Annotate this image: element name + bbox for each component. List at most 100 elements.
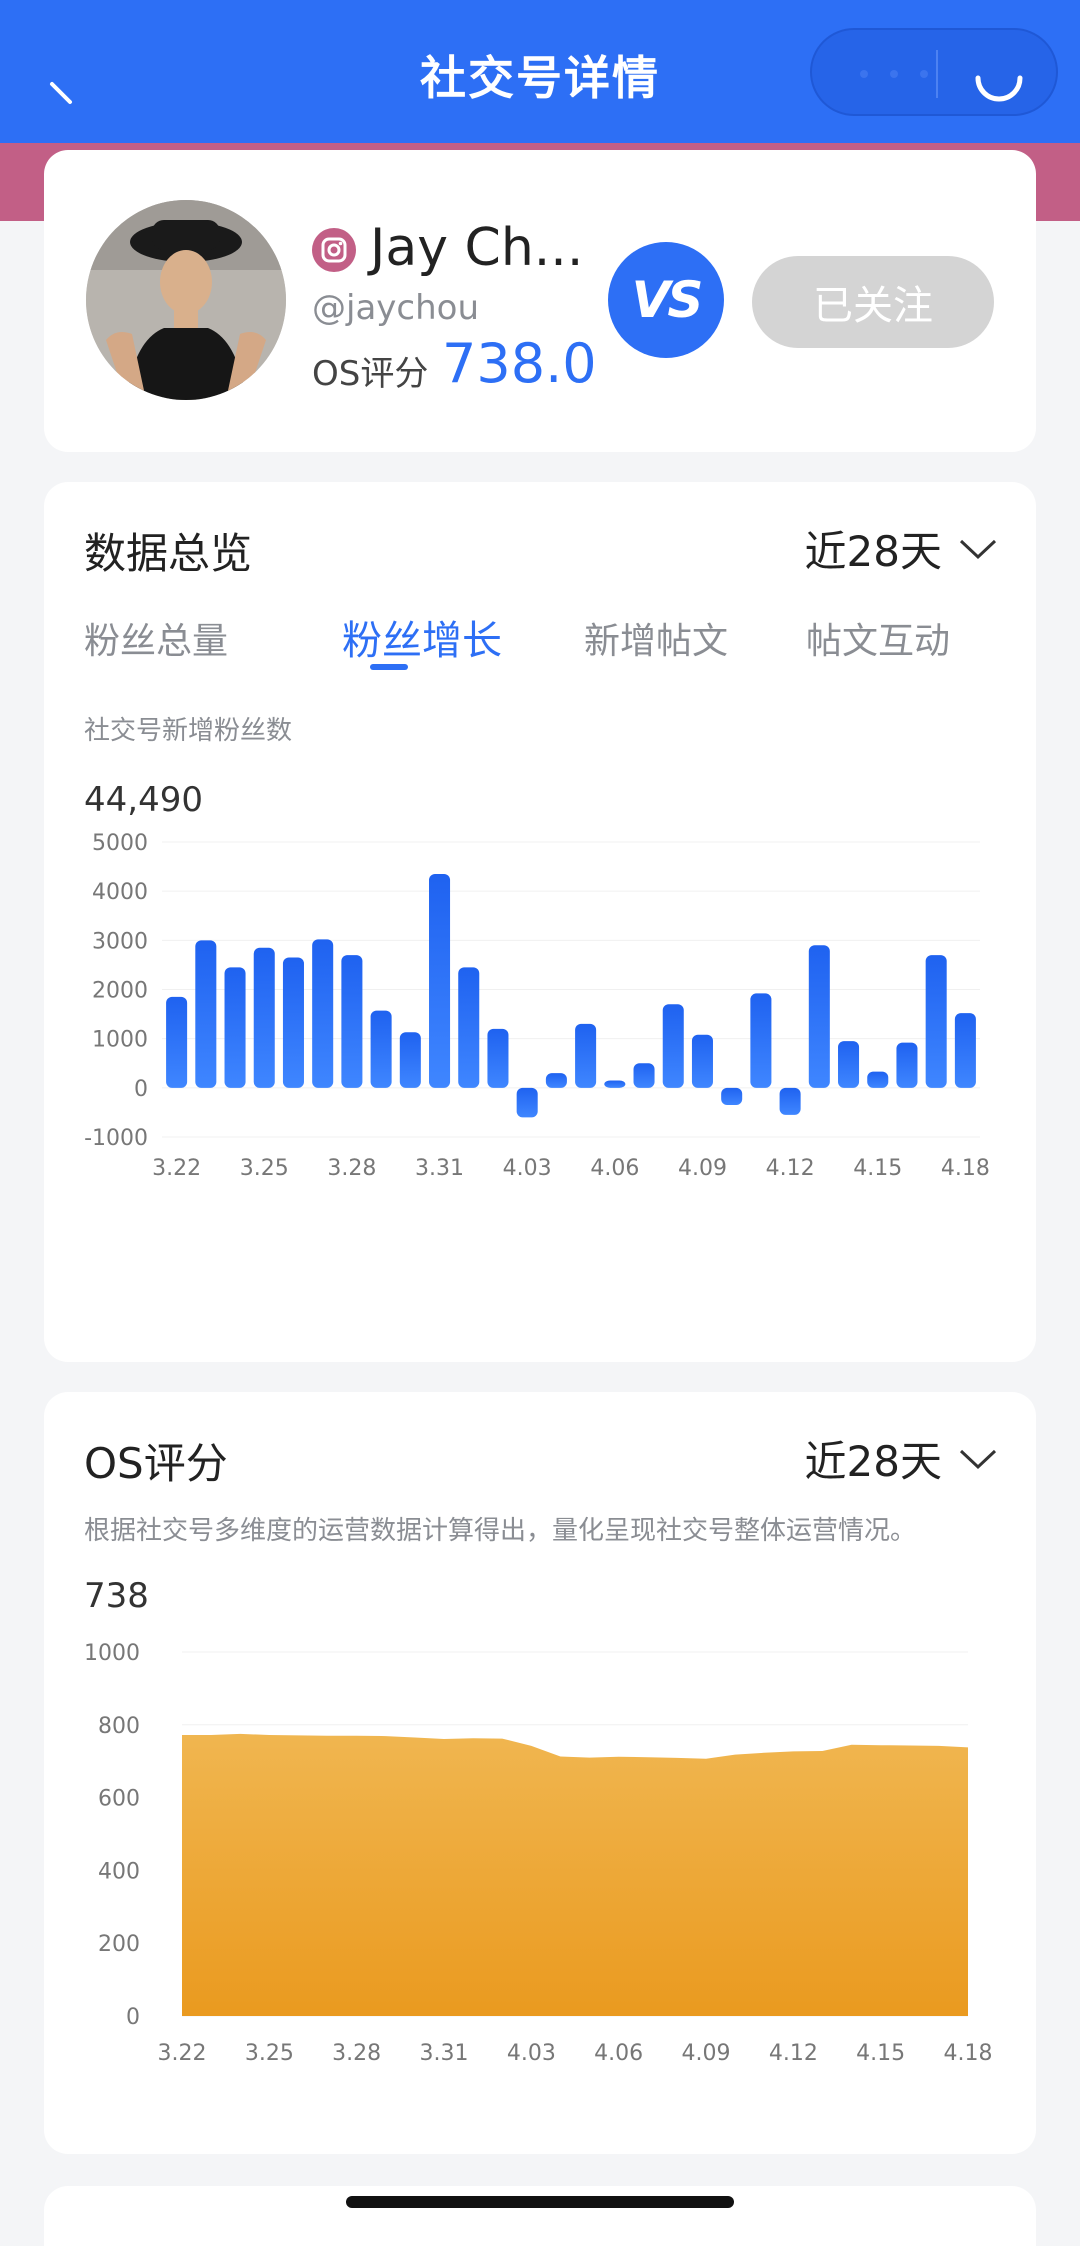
tab-follower-growth[interactable]: 粉丝增长 [342, 618, 502, 664]
bar [691, 1034, 713, 1088]
period-label: 近28天 [804, 527, 942, 576]
bar [808, 945, 830, 1088]
area-series [182, 1733, 968, 2016]
x-tick-label: 4.18 [941, 1156, 990, 1181]
x-tick-label: 4.03 [507, 2041, 556, 2066]
tab-post-interactions[interactable]: 帖文互动 [806, 621, 951, 662]
x-tick-label: 4.12 [766, 1156, 815, 1181]
y-tick-label: 800 [98, 1714, 140, 1739]
metric-total: 44,490 [84, 780, 203, 820]
bar [662, 1004, 684, 1088]
y-tick-label: 5000 [92, 832, 148, 856]
active-tab-indicator [370, 664, 408, 670]
y-tick-label: 0 [134, 1077, 148, 1102]
close-ring-icon[interactable] [972, 48, 1026, 102]
os-score-total: 738 [84, 1576, 149, 1616]
x-tick-label: 3.31 [415, 1156, 464, 1181]
bar [487, 1028, 509, 1088]
os-score-label: OS评分 [312, 354, 429, 394]
profile-handle: @jaychou [312, 288, 479, 328]
bar [545, 1073, 567, 1088]
bar [750, 993, 772, 1088]
section-title: 数据总览 [84, 529, 253, 578]
bar [429, 873, 451, 1088]
period-label: 近28天 [804, 1437, 942, 1486]
period-dropdown[interactable]: 近28天 [805, 518, 998, 579]
y-tick-label: 1000 [84, 1642, 140, 1666]
instagram-icon [312, 228, 356, 272]
bar [604, 1080, 626, 1088]
x-tick-label: 3.28 [332, 2041, 381, 2066]
bar [896, 1042, 918, 1088]
bar [867, 1071, 889, 1088]
y-tick-label: 1000 [92, 1028, 148, 1053]
bar [516, 1087, 538, 1118]
bar [166, 996, 188, 1088]
x-tick-label: 4.06 [590, 1156, 639, 1181]
x-tick-label: 4.03 [503, 1156, 552, 1181]
bar [341, 955, 363, 1088]
tab-new-posts[interactable]: 新增帖文 [584, 621, 729, 662]
profile-name: Jay Ch... [370, 218, 584, 278]
section-title: OS评分 [84, 1439, 228, 1488]
metric-caption: 社交号新增粉丝数 [84, 716, 293, 746]
x-tick-label: 3.25 [240, 1156, 289, 1181]
bar [721, 1087, 743, 1106]
x-tick-label: 3.25 [245, 2041, 294, 2066]
chevron-down-icon [959, 539, 997, 559]
bar [399, 1032, 421, 1088]
y-tick-label: 400 [98, 1859, 140, 1884]
bar [282, 957, 304, 1088]
home-indicator [346, 2196, 734, 2208]
x-tick-label: 3.31 [420, 2041, 469, 2066]
metric-tabs: 粉丝总量 粉丝增长 新增帖文 帖文互动 [84, 612, 1004, 672]
y-tick-label: 4000 [92, 880, 148, 905]
next-card [44, 2186, 1036, 2246]
x-tick-label: 4.09 [678, 1156, 727, 1181]
bar [312, 939, 334, 1088]
page-title: 社交号详情 [420, 51, 660, 105]
x-tick-label: 3.28 [327, 1156, 376, 1181]
y-tick-label: 2000 [92, 979, 148, 1004]
x-tick-label: 4.12 [769, 2041, 818, 2066]
avatar[interactable] [86, 200, 286, 400]
y-tick-label: 3000 [92, 929, 148, 954]
bar [779, 1087, 801, 1115]
vs-compare-button[interactable]: VS [608, 242, 724, 358]
bar [925, 955, 947, 1088]
os-score-description: 根据社交号多维度的运营数据计算得出，量化呈现社交号整体运营情况。 [84, 1516, 917, 1546]
bar [195, 940, 217, 1088]
more-dots-icon[interactable] [854, 70, 934, 78]
back-arrow-icon[interactable] [48, 80, 74, 110]
y-tick-label: 600 [98, 1787, 140, 1812]
bar [224, 967, 246, 1088]
bar [954, 1013, 976, 1088]
x-tick-label: 4.15 [856, 2041, 905, 2066]
bar [458, 967, 480, 1088]
tab-total-followers[interactable]: 粉丝总量 [84, 621, 229, 662]
bar [253, 947, 275, 1088]
os-score-value: 738.0 [442, 332, 597, 395]
os-score-card: OS评分 近28天 根据社交号多维度的运营数据计算得出，量化呈现社交号整体运营情… [44, 1392, 1036, 2154]
x-tick-label: 4.06 [594, 2041, 643, 2066]
data-overview-card: 数据总览 近28天 粉丝总量 粉丝增长 新增帖文 帖文互动 社交号新增粉丝数 4… [44, 482, 1036, 1362]
x-tick-label: 3.22 [152, 1156, 201, 1181]
follow-button[interactable]: 已关注 [752, 256, 994, 348]
x-tick-label: 3.22 [158, 2041, 207, 2066]
mini-program-capsule [810, 28, 1058, 116]
y-tick-label: 200 [98, 1932, 140, 1957]
y-tick-label: 0 [126, 2005, 140, 2030]
bar [838, 1041, 860, 1088]
profile-card: Jay Ch... @jaychou OS评分 738.0 VS 已关注 [44, 150, 1036, 452]
y-tick-label: -1000 [84, 1126, 148, 1151]
x-tick-label: 4.18 [944, 2041, 993, 2066]
bar [633, 1063, 655, 1088]
bar [370, 1010, 392, 1088]
period-dropdown[interactable]: 近28天 [805, 1428, 998, 1489]
x-tick-label: 4.09 [682, 2041, 731, 2066]
x-tick-label: 4.15 [853, 1156, 902, 1181]
chevron-down-icon [959, 1449, 997, 1469]
bar [575, 1023, 597, 1088]
os-score-chart: 1000 800 600 400 200 0 3.22 3.25 3.28 3.31 4.03 4.0… [84, 1642, 993, 2066]
